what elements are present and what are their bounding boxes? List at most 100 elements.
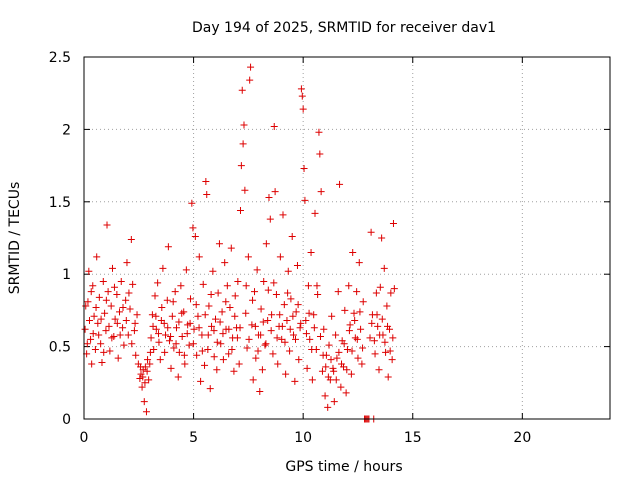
- data-point: [383, 302, 391, 310]
- data-point: [161, 348, 169, 356]
- data-point: [132, 351, 140, 359]
- data-point: [346, 321, 354, 329]
- data-point: [231, 312, 239, 320]
- y-tick-label: 0: [62, 412, 71, 428]
- data-point: [218, 308, 226, 316]
- data-point: [333, 354, 341, 362]
- y-tick-labels: 0 0.5 1 1.5 2 2.5: [49, 50, 71, 428]
- data-point: [387, 289, 395, 297]
- data-point: [276, 311, 284, 319]
- data-point: [307, 248, 315, 256]
- data-point: [236, 324, 244, 332]
- data-point: [295, 356, 303, 364]
- data-point: [91, 345, 99, 353]
- y-tick-label: 2: [62, 122, 71, 138]
- data-point: [209, 267, 217, 275]
- data-point: [357, 325, 365, 333]
- grid-lines: [84, 57, 611, 419]
- data-point: [314, 290, 322, 298]
- data-point: [241, 186, 249, 194]
- data-point: [325, 341, 333, 349]
- data-point: [207, 290, 215, 298]
- data-point: [321, 392, 329, 400]
- data-point: [329, 364, 337, 372]
- data-point: [264, 317, 272, 325]
- data-point: [122, 317, 130, 325]
- data-point: [372, 289, 380, 297]
- data-point: [262, 240, 270, 248]
- data-point: [171, 288, 179, 296]
- data-point: [341, 306, 349, 314]
- data-point: [243, 344, 251, 352]
- data-point: [345, 327, 353, 335]
- data-point: [84, 298, 92, 306]
- data-point: [322, 363, 330, 371]
- data-point: [148, 311, 156, 319]
- data-point: [375, 366, 383, 374]
- data-point: [131, 319, 139, 327]
- data-point: [183, 330, 191, 338]
- data-point: [189, 340, 197, 348]
- y-tick-label: 2.5: [49, 50, 71, 66]
- data-point: [125, 289, 133, 297]
- data-point: [106, 347, 114, 355]
- data-point: [359, 298, 367, 306]
- data-point: [205, 302, 213, 310]
- data-point: [215, 240, 223, 248]
- data-point: [374, 322, 382, 330]
- data-point: [185, 341, 193, 349]
- data-point: [240, 121, 248, 129]
- data-point: [137, 363, 145, 371]
- data-point: [355, 259, 363, 267]
- data-point: [249, 376, 257, 384]
- data-point: [308, 376, 316, 384]
- data-point: [376, 331, 384, 339]
- data-point: [139, 373, 147, 381]
- data-point: [371, 350, 379, 358]
- data-point: [245, 335, 253, 343]
- data-point: [113, 319, 121, 327]
- data-point: [264, 286, 272, 294]
- data-point: [226, 304, 234, 312]
- data-point: [278, 322, 286, 330]
- data-point: [227, 244, 235, 252]
- data-point: [111, 315, 119, 323]
- data-point: [201, 311, 209, 319]
- data-point: [223, 282, 231, 290]
- data-point: [279, 211, 287, 219]
- data-point: [190, 325, 198, 333]
- data-point: [87, 288, 95, 296]
- data-point: [81, 325, 89, 333]
- data-point: [292, 308, 300, 316]
- data-point: [217, 340, 225, 348]
- data-point: [225, 350, 233, 358]
- y-axis-label: SRMTID / TECUs: [7, 182, 23, 295]
- data-point: [97, 340, 105, 348]
- data-point: [251, 288, 259, 296]
- data-point: [133, 311, 141, 319]
- data-point: [129, 280, 137, 288]
- data-point: [172, 340, 180, 348]
- data-point: [270, 123, 278, 131]
- data-point: [286, 347, 294, 355]
- data-point: [164, 243, 172, 251]
- data-point: [351, 317, 359, 325]
- data-point: [306, 335, 314, 343]
- data-point: [284, 289, 292, 297]
- data-point: [146, 360, 154, 368]
- data-point: [313, 282, 321, 290]
- data-point: [324, 403, 332, 411]
- y-tick-label: 0.5: [49, 340, 71, 356]
- data-point: [219, 356, 227, 364]
- data-point: [126, 305, 134, 313]
- data-point: [345, 282, 353, 290]
- data-point: [236, 206, 244, 214]
- data-point: [265, 193, 273, 201]
- data-point: [302, 317, 310, 325]
- data-point: [248, 321, 256, 329]
- data-point: [175, 318, 183, 326]
- data-point: [271, 188, 279, 196]
- data-point: [389, 334, 397, 342]
- data-point: [380, 264, 388, 272]
- data-points: [81, 63, 398, 423]
